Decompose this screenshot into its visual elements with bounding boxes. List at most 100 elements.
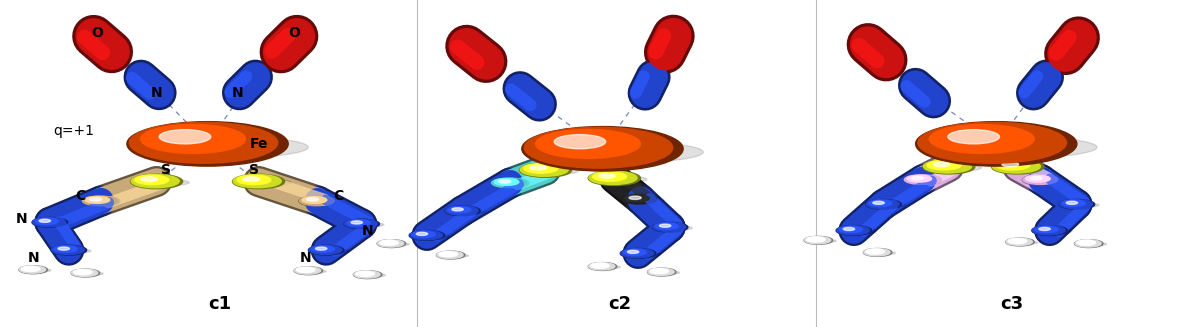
Ellipse shape xyxy=(83,199,125,204)
Circle shape xyxy=(130,174,183,189)
Circle shape xyxy=(923,160,975,174)
Circle shape xyxy=(436,251,463,258)
Text: O: O xyxy=(91,26,103,40)
Ellipse shape xyxy=(492,181,534,186)
Circle shape xyxy=(308,245,344,255)
Circle shape xyxy=(306,198,319,201)
Circle shape xyxy=(353,271,380,278)
Circle shape xyxy=(588,263,617,270)
Circle shape xyxy=(652,222,686,232)
Circle shape xyxy=(294,267,323,275)
Ellipse shape xyxy=(410,234,449,239)
Circle shape xyxy=(843,227,855,231)
Circle shape xyxy=(1006,238,1032,245)
Circle shape xyxy=(948,129,1000,144)
Circle shape xyxy=(129,122,278,163)
Circle shape xyxy=(1059,199,1092,209)
Ellipse shape xyxy=(867,203,906,208)
Circle shape xyxy=(232,174,285,189)
Text: N: N xyxy=(231,86,243,100)
Circle shape xyxy=(89,198,102,201)
Circle shape xyxy=(315,247,327,250)
Ellipse shape xyxy=(355,273,385,277)
Circle shape xyxy=(439,252,458,257)
Circle shape xyxy=(234,175,281,188)
Circle shape xyxy=(1080,241,1089,244)
Ellipse shape xyxy=(865,251,895,255)
Circle shape xyxy=(656,223,678,229)
Text: N: N xyxy=(151,86,162,100)
Circle shape xyxy=(85,197,110,203)
Text: N: N xyxy=(300,251,312,265)
Circle shape xyxy=(933,162,950,167)
Circle shape xyxy=(135,175,168,184)
Text: c1: c1 xyxy=(208,295,231,313)
Circle shape xyxy=(416,232,428,235)
Circle shape xyxy=(308,245,342,254)
Circle shape xyxy=(652,222,688,232)
Circle shape xyxy=(55,246,77,252)
Ellipse shape xyxy=(1033,229,1072,234)
Circle shape xyxy=(621,194,657,204)
Circle shape xyxy=(21,267,40,271)
Circle shape xyxy=(19,266,47,274)
Circle shape xyxy=(522,127,683,171)
Ellipse shape xyxy=(1024,178,1065,183)
Circle shape xyxy=(594,264,602,267)
Circle shape xyxy=(924,160,971,173)
Circle shape xyxy=(806,237,825,242)
Circle shape xyxy=(869,200,892,206)
Circle shape xyxy=(77,270,85,273)
Circle shape xyxy=(299,196,337,206)
Circle shape xyxy=(1032,226,1067,235)
Circle shape xyxy=(243,177,260,181)
Circle shape xyxy=(141,177,158,181)
Circle shape xyxy=(810,238,818,240)
Circle shape xyxy=(356,271,375,276)
Ellipse shape xyxy=(132,179,190,186)
Circle shape xyxy=(1029,177,1042,180)
Circle shape xyxy=(445,206,480,216)
Circle shape xyxy=(300,268,308,271)
Circle shape xyxy=(380,240,398,245)
Ellipse shape xyxy=(805,239,836,243)
Circle shape xyxy=(312,246,334,252)
Circle shape xyxy=(554,134,606,149)
Circle shape xyxy=(19,266,45,273)
Circle shape xyxy=(132,175,179,188)
Circle shape xyxy=(996,161,1029,170)
Ellipse shape xyxy=(993,164,1051,171)
Circle shape xyxy=(836,226,869,235)
Ellipse shape xyxy=(521,167,579,175)
Circle shape xyxy=(127,122,288,166)
Ellipse shape xyxy=(446,209,485,214)
Circle shape xyxy=(1032,226,1065,235)
Circle shape xyxy=(353,271,382,279)
Text: c3: c3 xyxy=(1000,295,1024,313)
Ellipse shape xyxy=(919,136,1097,158)
Circle shape xyxy=(1066,201,1078,204)
Text: S: S xyxy=(161,163,171,177)
Circle shape xyxy=(71,269,97,276)
Circle shape xyxy=(442,252,451,255)
Ellipse shape xyxy=(1060,203,1099,208)
Circle shape xyxy=(445,206,478,215)
Circle shape xyxy=(359,272,368,275)
Circle shape xyxy=(593,172,626,181)
Circle shape xyxy=(51,245,87,255)
Ellipse shape xyxy=(300,199,342,204)
Text: C: C xyxy=(76,189,85,203)
Circle shape xyxy=(302,197,327,203)
Ellipse shape xyxy=(52,249,91,253)
Circle shape xyxy=(993,160,1040,173)
Circle shape xyxy=(866,249,885,254)
Ellipse shape xyxy=(623,198,664,203)
Circle shape xyxy=(1059,199,1095,209)
Circle shape xyxy=(873,201,885,204)
Circle shape xyxy=(904,175,942,185)
Circle shape xyxy=(377,240,403,247)
Circle shape xyxy=(624,249,646,255)
Ellipse shape xyxy=(72,272,103,276)
Circle shape xyxy=(524,127,672,168)
Ellipse shape xyxy=(589,176,648,183)
